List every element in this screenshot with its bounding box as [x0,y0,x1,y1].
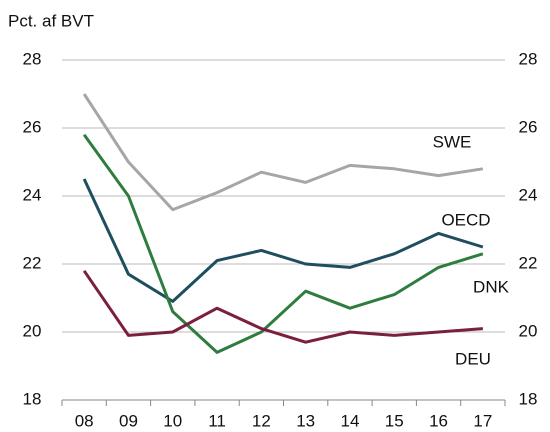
x-tick-label: 17 [473,411,492,430]
line-series [82,269,483,344]
x-tick-label: 12 [252,411,271,430]
x-tick-label: 16 [429,411,448,430]
x-tick-label: 15 [385,411,404,430]
y-tick-label: 24 [23,185,42,204]
y-tick-label: 28 [23,49,42,68]
x-tick-label: 09 [119,411,138,430]
y-tick-label: 18 [23,389,42,408]
y2-tick-label: 18 [519,389,538,408]
y2-tick-label: 24 [519,185,538,204]
line-series [82,178,484,303]
y-axis-label: Pct. af BVT [8,11,94,30]
y2-tick-label: 22 [519,253,538,272]
line-series [82,93,484,212]
series-label: SWE [433,132,472,151]
series-label: DEU [455,349,491,368]
y2-tick-label: 20 [519,321,538,340]
y-tick-label: 26 [23,117,42,136]
x-tick-label: 11 [208,411,226,430]
x-tick-label: 08 [75,411,94,430]
y2-tick-label: 26 [519,117,538,136]
y2-tick-label: 28 [519,49,538,68]
line-series [82,133,484,354]
y-tick-label: 22 [23,253,42,272]
series-label: DNK [473,277,510,296]
series-label: OECD [441,210,490,229]
x-tick-label: 14 [340,411,359,430]
x-tick-label: 10 [163,411,182,430]
y-tick-label: 20 [23,321,42,340]
x-tick-label: 13 [296,411,315,430]
